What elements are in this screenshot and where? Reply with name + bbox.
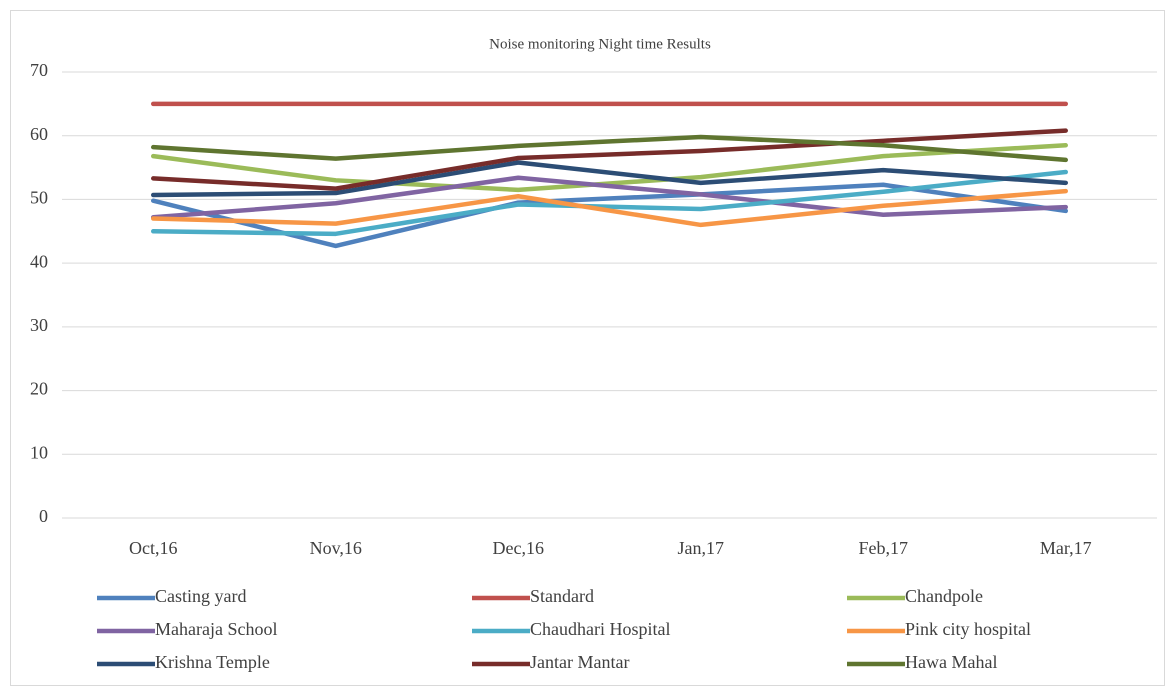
legend-label: Maharaja School xyxy=(155,619,277,639)
legend-label: Pink city hospital xyxy=(905,619,1031,639)
series-line xyxy=(151,128,1068,191)
legend-label: Chaudhari Hospital xyxy=(530,619,670,639)
legend-label: Krishna Temple xyxy=(155,652,270,672)
series-line xyxy=(151,169,1068,237)
series-line xyxy=(151,143,1068,193)
x-tick-label: Dec,16 xyxy=(493,538,544,558)
legend-label: Casting yard xyxy=(155,586,247,606)
y-tick-label: 30 xyxy=(30,315,48,335)
y-tick-label: 50 xyxy=(30,188,48,208)
y-tick-label: 70 xyxy=(30,60,48,80)
chart-title: Noise monitoring Night time Results xyxy=(489,36,711,52)
legend-label: Chandpole xyxy=(905,586,983,606)
x-tick-label: Oct,16 xyxy=(129,538,178,558)
y-tick-label: 0 xyxy=(39,506,48,526)
legend-label: Standard xyxy=(530,586,594,606)
series-line xyxy=(151,188,1068,228)
y-tick-label: 10 xyxy=(30,442,48,462)
x-tick-label: Jan,17 xyxy=(678,538,725,558)
y-tick-label: 60 xyxy=(30,124,48,144)
y-tick-label: 40 xyxy=(30,251,48,271)
series-line xyxy=(151,175,1068,220)
y-tick-label: 20 xyxy=(30,379,48,399)
legend-label: Jantar Mantar xyxy=(530,652,629,672)
x-tick-label: Feb,17 xyxy=(859,538,909,558)
x-tick-label: Nov,16 xyxy=(310,538,362,558)
chart-border xyxy=(10,10,1165,686)
series-line xyxy=(151,160,1068,198)
series-line xyxy=(151,134,1068,163)
x-tick-label: Mar,17 xyxy=(1040,538,1092,558)
legend-label: Hawa Mahal xyxy=(905,652,997,672)
